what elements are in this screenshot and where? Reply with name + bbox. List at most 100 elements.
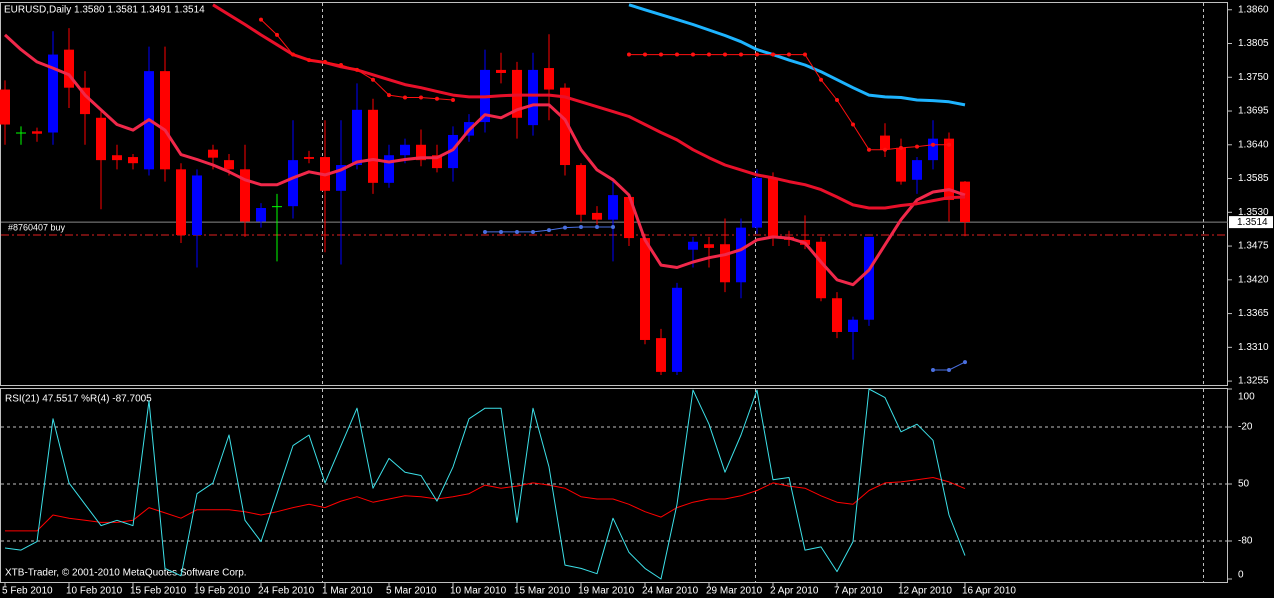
bid-label-box: [1229, 216, 1273, 229]
date-label: 10 Feb 2010: [66, 586, 123, 597]
candle-body: [640, 238, 650, 340]
candle-body: [400, 144, 410, 156]
signal-dot: [643, 52, 647, 57]
price-tick-label: 1.3530: [1238, 207, 1269, 218]
signal-dot: [355, 67, 359, 72]
candle-body: [528, 69, 538, 126]
price-tick-label: 1.3310: [1238, 342, 1269, 353]
price-tick-label: 1.3805: [1238, 38, 1269, 49]
signal-dot: [707, 52, 711, 57]
candle-body: [128, 157, 138, 164]
candle-body: [928, 138, 938, 161]
candle-body: [864, 236, 874, 320]
candle-body: [416, 144, 426, 161]
price-tick-label: 1.3860: [1238, 4, 1269, 15]
price-tick-label: 1.3750: [1238, 72, 1269, 83]
signal-dot: [787, 52, 791, 57]
signal-dot: [931, 368, 935, 373]
signal-dot: [691, 52, 695, 57]
date-label: 29 Mar 2010: [706, 586, 763, 597]
candle-body: [288, 160, 298, 207]
price-tick-label: 1.3695: [1238, 106, 1269, 117]
indicator-line: [5, 477, 966, 532]
date-label: 12 Apr 2010: [898, 586, 952, 597]
candle-body: [208, 149, 218, 158]
signal-dot: [851, 122, 855, 127]
candle-body: [544, 68, 554, 90]
signal-dot: [899, 145, 903, 150]
candle-body: [560, 87, 570, 166]
signal-dot: [723, 52, 727, 57]
signal-dot: [819, 77, 823, 82]
candle-body: [256, 208, 266, 222]
date-label: 19 Mar 2010: [578, 586, 635, 597]
candle-body: [624, 196, 634, 239]
moving-average: [628, 3, 966, 107]
signal-dot: [371, 77, 375, 82]
signal-dot: [307, 58, 311, 63]
period-separators: [322, 3, 1204, 582]
indicator-tick-label: 0: [1238, 570, 1244, 581]
signal-dot: [339, 62, 343, 67]
order-label: #8760407 buy: [8, 222, 66, 232]
signal-dot: [883, 147, 887, 152]
signal-dot: [483, 229, 487, 234]
candle-body: [496, 69, 506, 73]
date-label: 19 Feb 2010: [194, 586, 251, 597]
candle-body: [752, 177, 762, 228]
signal-dot: [435, 96, 439, 101]
indicator-line: [4, 388, 966, 580]
price-tick-label: 1.3365: [1238, 308, 1269, 319]
candle-body: [32, 131, 42, 134]
moving-average: [212, 3, 966, 210]
signal-dot: [579, 225, 583, 230]
candle-body: [608, 195, 618, 220]
signal-dot: [291, 52, 295, 57]
date-label: 16 Apr 2010: [962, 586, 1016, 597]
price-tick-label: 1.3255: [1238, 376, 1269, 387]
candle-body: [80, 87, 90, 115]
signal-dot: [755, 52, 759, 57]
signal-dot: [323, 59, 327, 64]
candle-body: [352, 109, 362, 166]
indicator-tick-label: -80: [1238, 536, 1253, 547]
signal-dot: [803, 52, 807, 57]
candle-body: [880, 135, 890, 150]
signal-dot: [275, 32, 279, 37]
candle-body: [576, 165, 586, 215]
signal-dot: [499, 229, 503, 234]
signal-dot: [947, 368, 951, 373]
candle-body: [960, 181, 970, 223]
candle-body: [768, 177, 778, 237]
candle-body: [176, 169, 186, 236]
indicator-tick-label: 100: [1238, 392, 1255, 403]
candle-body: [688, 241, 698, 250]
candle-body: [192, 175, 202, 236]
symbol-title: EURUSD,Daily 1.3580 1.3581 1.3491 1.3514: [4, 5, 205, 16]
signal-dot: [947, 142, 951, 147]
date-label: 15 Feb 2010: [130, 586, 187, 597]
signal-dot: [563, 225, 567, 230]
signal-dot: [675, 52, 679, 57]
signal-dot: [387, 93, 391, 98]
date-label: 7 Apr 2010: [834, 586, 883, 597]
signal-dot: [771, 52, 775, 57]
candle-body: [832, 298, 842, 332]
candle-body: [848, 319, 858, 332]
candle-body: [240, 169, 250, 222]
signal-dot: [595, 225, 599, 230]
date-label: 24 Feb 2010: [258, 586, 315, 597]
candle-body: [224, 160, 234, 170]
date-label: 1 Mar 2010: [322, 586, 373, 597]
candle-body: [336, 165, 346, 191]
date-label: 5 Mar 2010: [386, 586, 437, 597]
signal-dot: [835, 97, 839, 102]
signal-dot: [403, 95, 407, 100]
indicator-panel-frame: [0, 388, 1228, 583]
signal-dot: [867, 147, 871, 152]
candle-body: [16, 132, 26, 134]
signal-dot: [515, 229, 519, 234]
candle-body: [736, 227, 746, 283]
